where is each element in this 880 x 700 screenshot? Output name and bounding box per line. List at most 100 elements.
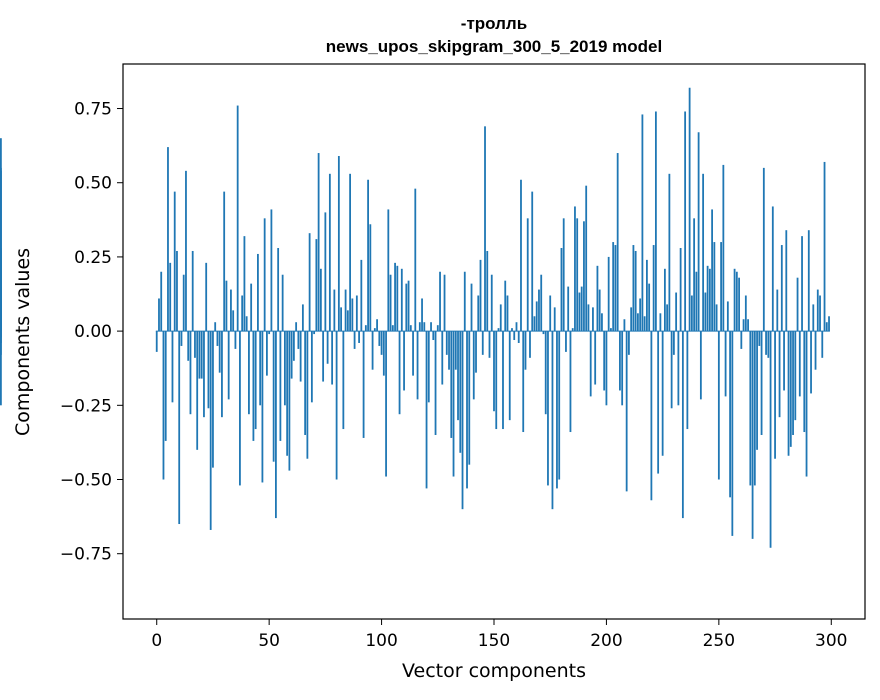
- bar-86: [349, 173, 351, 332]
- bar-151: [495, 331, 498, 430]
- bar-175: [549, 295, 552, 332]
- bar-126: [439, 271, 441, 332]
- bar-62: [295, 322, 298, 332]
- bar-114: [412, 331, 414, 376]
- bar-208: [623, 319, 626, 332]
- bar-149: [490, 274, 493, 332]
- y-axis-label: Components values: [12, 248, 34, 436]
- bar-103: [387, 209, 390, 332]
- bar-283: [792, 331, 794, 435]
- bar-23: [207, 331, 210, 409]
- bar-172: [542, 331, 545, 335]
- bar-55: [279, 331, 282, 441]
- bar-147: [486, 250, 489, 332]
- bar-150: [493, 331, 495, 412]
- bar-194: [592, 307, 594, 332]
- y-tick-label: 0.00: [74, 322, 112, 342]
- bar-11: [180, 331, 183, 346]
- bar-252: [722, 164, 725, 332]
- bar-110: [403, 331, 405, 391]
- bar-138: [466, 331, 468, 489]
- bar-212: [632, 245, 635, 332]
- bar-135: [459, 331, 462, 453]
- bar-273: [769, 331, 772, 548]
- bar-275: [774, 331, 776, 459]
- bar-211: [630, 307, 633, 332]
- bar-21: [203, 331, 205, 418]
- bar-209: [625, 331, 628, 492]
- bar-64: [299, 331, 302, 382]
- bar-68: [308, 233, 311, 332]
- bar-90: [358, 331, 360, 343]
- bar-116: [416, 331, 419, 400]
- bar-88: [353, 331, 356, 349]
- bar-37: [239, 331, 241, 486]
- bar-45: [257, 253, 259, 332]
- bar-60: [290, 331, 293, 379]
- bar-278: [780, 245, 783, 332]
- x-tick-label: 300: [815, 631, 847, 651]
- bar-157: [508, 331, 511, 421]
- bar-50: [268, 331, 271, 335]
- bar-129: [445, 331, 448, 355]
- bar-27: [216, 331, 219, 346]
- plot-frame: [122, 63, 866, 620]
- bar-173: [544, 331, 547, 415]
- bar-137: [463, 271, 466, 332]
- bar-256: [731, 331, 734, 536]
- bar-85: [346, 310, 349, 332]
- bar-141: [472, 331, 475, 400]
- bar-181: [562, 218, 565, 332]
- bar-61: [292, 331, 295, 361]
- bar-16: [191, 250, 194, 332]
- bar-233: [679, 248, 682, 332]
- bar-112: [407, 280, 410, 332]
- bar-119: [423, 322, 426, 332]
- bar-197: [598, 289, 601, 332]
- bar-46: [259, 331, 262, 406]
- bar-230: [672, 331, 675, 355]
- bar-228: [668, 173, 671, 332]
- bar-247: [711, 209, 713, 332]
- bar-75: [324, 212, 327, 332]
- bar-224: [659, 313, 662, 332]
- bar-78: [331, 331, 334, 385]
- bar-222: [654, 111, 657, 332]
- bar-144: [479, 259, 482, 332]
- bar-284: [794, 331, 797, 421]
- bar-274: [771, 206, 774, 332]
- bar-177: [553, 307, 556, 332]
- bar-294: [816, 289, 819, 332]
- bar-153: [499, 304, 502, 332]
- bar-221: [652, 245, 655, 332]
- bar-undefined: [0, 167, 2, 332]
- bar-131: [450, 331, 453, 438]
- bar-249: [715, 304, 718, 332]
- bar-195: [594, 331, 597, 385]
- bar-236: [686, 331, 689, 430]
- bar-128: [443, 274, 446, 332]
- bar-102: [385, 331, 387, 477]
- bar-285: [796, 277, 799, 332]
- bar-83: [342, 331, 345, 430]
- bar-166: [529, 331, 531, 358]
- bar-123: [432, 331, 435, 341]
- bar-296: [821, 331, 824, 358]
- bar-146: [484, 126, 486, 332]
- bar-215: [639, 298, 642, 332]
- bar-40: [245, 316, 248, 332]
- bar-63: [297, 331, 300, 349]
- bar-98: [376, 319, 378, 332]
- bar-9: [176, 250, 178, 332]
- bar-77: [328, 173, 331, 332]
- chart-title: -тролль: [461, 14, 527, 33]
- bar-200: [605, 331, 608, 406]
- bar-104: [389, 274, 392, 332]
- bar-43: [252, 331, 255, 441]
- y-tick-label: −0.75: [60, 545, 112, 565]
- bar-167: [531, 191, 534, 332]
- bar-139: [468, 331, 471, 465]
- bar-292: [812, 304, 815, 332]
- bar-41: [248, 331, 250, 415]
- bar-264: [749, 331, 752, 486]
